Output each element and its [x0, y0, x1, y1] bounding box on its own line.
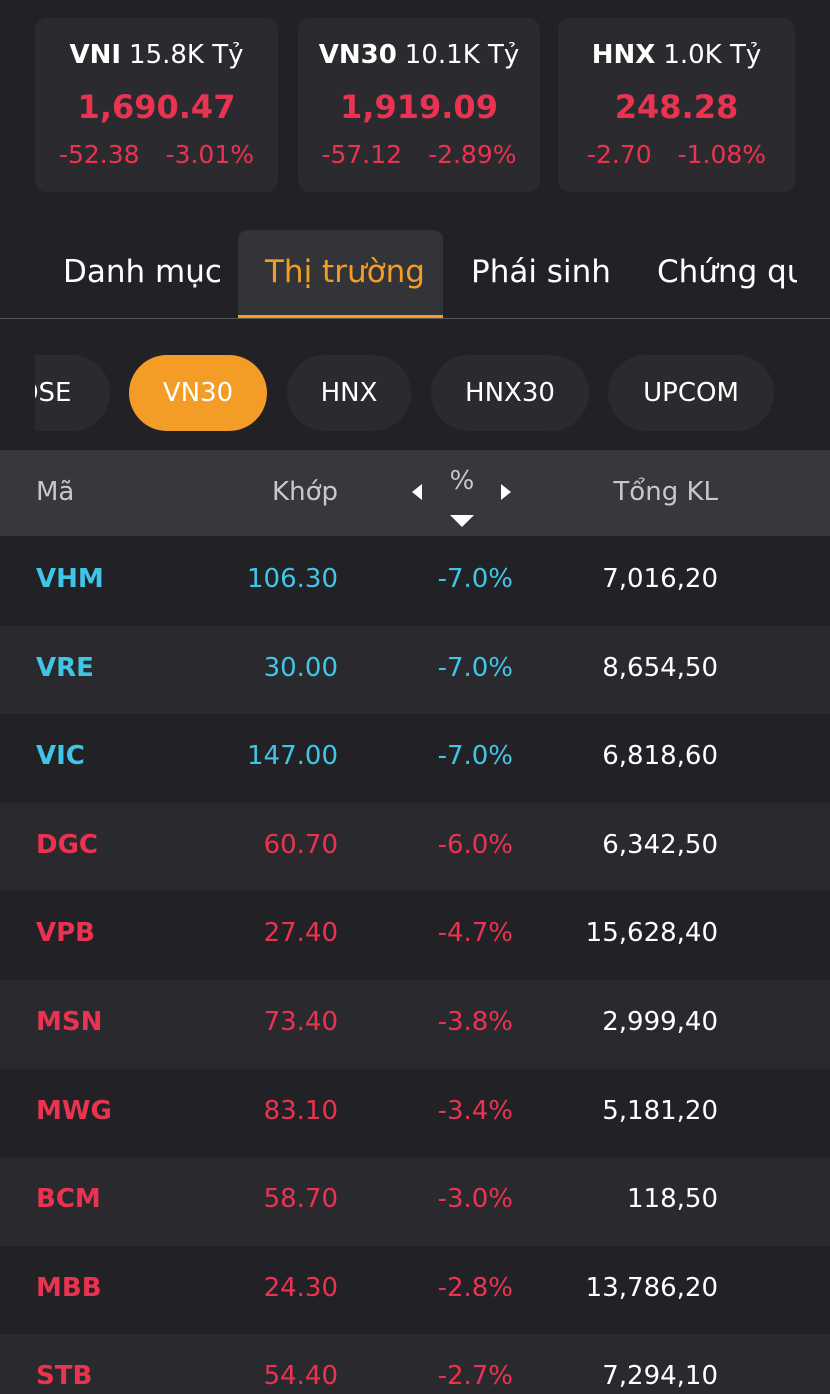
symbol: MWG	[36, 1095, 112, 1126]
exchange-pill[interactable]: HOSE	[35, 355, 110, 431]
price: 60.70	[263, 829, 338, 860]
column-header: Khớp	[272, 477, 338, 507]
percent: -1.08%	[677, 140, 767, 169]
symbol: VHM	[36, 564, 104, 594]
change: -57.12	[321, 140, 403, 169]
tab-divider	[0, 318, 830, 319]
stock-row[interactable]: VRE 30.00 -7.0% 8,654,50	[0, 625, 830, 715]
index-price: 1,690.47	[77, 88, 236, 126]
symbol: STB	[36, 1361, 93, 1392]
change: -7.0%	[437, 564, 513, 594]
tab[interactable]: Chứng quyền	[657, 254, 797, 290]
change: -7.0%	[437, 652, 513, 683]
stock-row[interactable]: DGC 60.70 -6.0% 6,342,50	[0, 802, 830, 892]
index-price: 1,919.09	[340, 88, 498, 126]
price: 58.70	[263, 1184, 338, 1215]
change: -6.0%	[437, 829, 513, 860]
symbol: MSN	[36, 1007, 103, 1037]
percent: -3.01%	[165, 140, 255, 169]
index-card[interactable]: VNI 15.8K Tỷ 1,690.47 -52.38 -3.01%	[35, 18, 278, 192]
index-change: -52.38 -3.01%	[35, 140, 278, 169]
index-header: HNX 1.0K Tỷ	[558, 40, 795, 70]
percent: -2.89%	[428, 140, 517, 169]
index-price: 248.28	[614, 88, 739, 126]
index-card[interactable]: HNX 1.0K Tỷ 248.28 -2.70 -1.08%	[558, 18, 795, 192]
exchange-pill[interactable]: UPCOM	[608, 355, 774, 431]
price: 27.40	[263, 918, 338, 949]
stock-row[interactable]: VPB 27.40 -4.7% 15,628,40	[0, 891, 830, 981]
change: -3.8%	[437, 1007, 513, 1037]
tab[interactable]: Phái sinh	[471, 254, 611, 290]
column-header[interactable]: %	[449, 466, 475, 496]
change: -3.4%	[437, 1095, 513, 1126]
stock-row[interactable]: STB 54.40 -2.7% 7,294,10	[0, 1334, 830, 1394]
volume: 15,628,40	[585, 918, 718, 949]
stock-row[interactable]: MSN 73.40 -3.8% 2,999,40	[0, 980, 830, 1069]
index-card[interactable]: VN30 10.1K Tỷ 1,919.09 -57.12 -2.89%	[298, 18, 540, 192]
sort-controls[interactable]	[400, 470, 520, 530]
exchange-pill[interactable]: HNX	[287, 355, 411, 431]
volume: 13,786,20	[585, 1272, 718, 1303]
index-change: -2.70 -1.08%	[558, 140, 795, 169]
price: 30.00	[263, 652, 338, 683]
price: 73.40	[263, 1007, 338, 1037]
symbol: BCM	[36, 1184, 101, 1215]
tab[interactable]: Danh mục	[63, 254, 222, 290]
index-turnover: 1.0K Tỷ	[663, 40, 762, 70]
stock-row[interactable]: MBB 24.30 -2.8% 13,786,20	[0, 1245, 830, 1335]
index-header: VNI 15.8K Tỷ	[35, 40, 278, 70]
index-name: VNI	[69, 40, 122, 70]
exchange-pill[interactable]: VN30	[129, 355, 267, 431]
change: -52.38	[58, 140, 140, 169]
exchange-pill[interactable]: HNX30	[431, 355, 589, 431]
stock-row[interactable]: VHM 106.30 -7.0% 7,016,20	[0, 537, 830, 626]
symbol: VPB	[36, 918, 95, 949]
volume: 7,294,10	[602, 1361, 718, 1392]
change: -2.8%	[437, 1272, 513, 1303]
volume: 5,181,20	[602, 1095, 718, 1126]
column-header: Tổng KL	[613, 477, 718, 507]
index-turnover: 15.8K Tỷ	[129, 40, 244, 70]
index-change: -57.12 -2.89%	[298, 140, 540, 169]
index-name: HNX	[591, 40, 656, 70]
change: -7.0%	[437, 741, 513, 772]
volume: 7,016,20	[602, 564, 718, 594]
volume: 6,818,60	[602, 741, 718, 772]
price: 83.10	[263, 1095, 338, 1126]
symbol: VIC	[36, 741, 85, 772]
price: 54.40	[263, 1361, 338, 1392]
price: 147.00	[247, 741, 338, 772]
stock-row[interactable]: MWG 83.10 -3.4% 5,181,20	[0, 1068, 830, 1158]
change: -4.7%	[437, 918, 513, 949]
price: 106.30	[247, 564, 338, 594]
price: 24.30	[263, 1272, 338, 1303]
index-name: VN30	[318, 40, 397, 70]
change: -2.7%	[437, 1361, 513, 1392]
stock-row[interactable]: BCM 58.70 -3.0% 118,50	[0, 1157, 830, 1247]
stock-row[interactable]: VIC 147.00 -7.0% 6,818,60	[0, 714, 830, 804]
column-header: Mã	[36, 477, 75, 507]
index-header: VN30 10.1K Tỷ	[298, 40, 540, 70]
volume: 6,342,50	[602, 829, 718, 860]
symbol: DGC	[36, 829, 99, 860]
volume: 8,654,50	[602, 652, 718, 683]
active-tab-bg	[238, 230, 443, 318]
symbol: VRE	[36, 652, 94, 683]
volume: 2,999,40	[602, 1007, 718, 1037]
volume: 118,50	[627, 1184, 718, 1215]
index-turnover: 10.1K Tỷ	[404, 40, 520, 70]
symbol: MBB	[36, 1272, 102, 1303]
change: -2.70	[586, 140, 652, 169]
change: -3.0%	[437, 1184, 513, 1215]
tab[interactable]: Thị trường	[265, 254, 425, 290]
